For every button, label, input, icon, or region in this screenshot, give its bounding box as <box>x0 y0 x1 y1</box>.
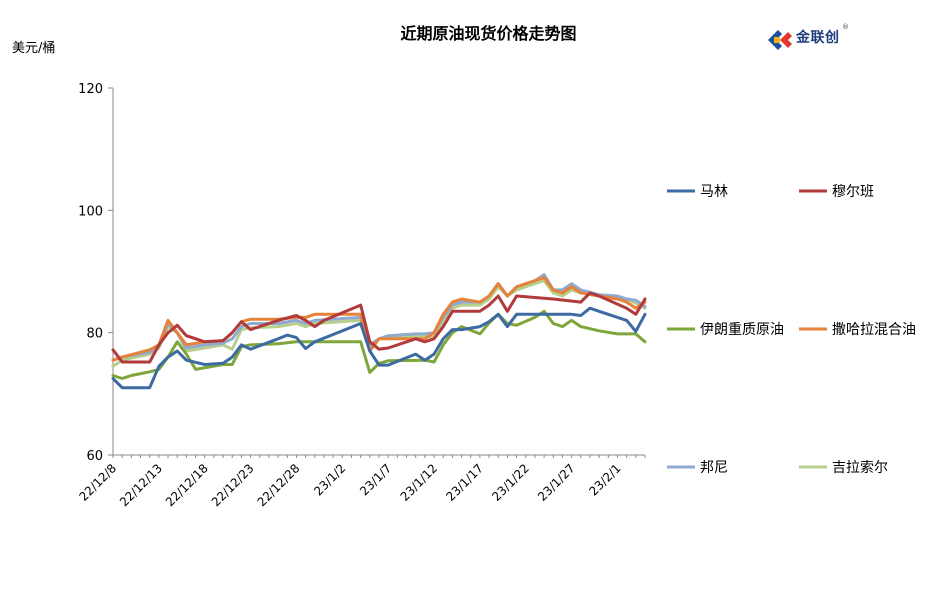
legend-label: 吉拉索尔 <box>832 459 888 476</box>
x-tick-label: 22/12/18 <box>163 461 211 509</box>
brand-logo: 金联创 ® <box>766 23 856 54</box>
logo-mark-icon <box>768 30 792 50</box>
y-tick-label: 60 <box>86 449 103 464</box>
legend-label: 马林 <box>700 184 728 200</box>
x-tick-label: 23/1/7 <box>357 461 394 498</box>
legend-label: 撒哈拉混合油 <box>832 322 916 338</box>
x-tick-label: 23/1/17 <box>443 461 486 504</box>
x-tick-label: 22/12/13 <box>117 461 165 509</box>
x-tick-label: 23/1/2 <box>311 461 348 498</box>
series-line-2 <box>111 291 647 364</box>
x-tick-label: 22/12/28 <box>255 461 303 509</box>
legend-label: 伊朗重质原油 <box>700 322 784 338</box>
legend-label: 穆尔班 <box>832 184 874 200</box>
chart-title: 近期原油现货价格走势图 <box>400 24 577 43</box>
legend-label: 邦尼 <box>700 460 728 476</box>
x-tick-label: 22/12/23 <box>209 461 257 509</box>
x-tick-label: 22/12/8 <box>77 461 120 504</box>
y-tick-label: 80 <box>86 327 103 342</box>
series-line-1 <box>111 306 647 390</box>
y-unit-label: 美元/桶 <box>12 41 56 56</box>
logo-registered-mark: ® <box>842 23 849 31</box>
x-tick-label: 23/1/12 <box>398 461 441 504</box>
series-line-5 <box>111 273 647 362</box>
logo-text: 金联创 <box>796 30 840 46</box>
y-tick-label: 100 <box>78 204 103 219</box>
x-tick-label: 23/1/27 <box>535 461 578 504</box>
x-tick-label: 23/1/22 <box>489 461 532 504</box>
x-tick-label: 23/2/1 <box>586 461 623 498</box>
series-line-6 <box>111 279 647 368</box>
y-tick-label: 120 <box>78 82 103 97</box>
